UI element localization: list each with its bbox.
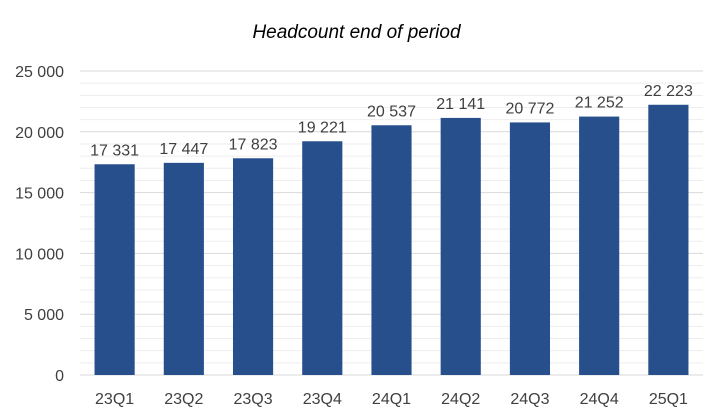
data-label-24Q1: 20 537: [367, 103, 416, 120]
x-tick-label-24Q3: 24Q3: [510, 391, 549, 408]
y-tick-label: 25 000: [15, 64, 64, 81]
data-label-24Q2: 21 141: [436, 96, 485, 113]
bar-25Q1: [648, 104, 689, 376]
y-tick-label: 10 000: [15, 246, 64, 263]
x-tick-label-24Q1: 24Q1: [372, 391, 411, 408]
bar-24Q2: [440, 117, 481, 375]
x-tick-label-23Q4: 23Q4: [303, 391, 342, 408]
y-tick-label: 5 000: [24, 307, 64, 324]
x-tick-label-24Q4: 24Q4: [580, 391, 619, 408]
y-tick-label: 20 000: [15, 125, 64, 142]
x-axis-ticks: 23Q1 23Q2 23Q3 23Q4 24Q1 24Q2 24Q3 24Q4 25Q1: [95, 391, 688, 408]
bar-24Q3: [509, 122, 551, 376]
y-axis-ticks: 0 5 000 10 000 15 000 20 000 25 000: [15, 64, 64, 385]
bar-24Q1: [371, 125, 412, 375]
x-tick-label-23Q3: 23Q3: [233, 391, 272, 408]
data-label-24Q4: 21 252: [575, 95, 624, 112]
data-label-23Q3: 17 823: [229, 136, 278, 153]
x-tick-label-23Q1: 23Q1: [95, 391, 134, 408]
data-label-25Q1: 22 223: [644, 83, 693, 100]
x-tick-label-25Q1: 25Q1: [649, 391, 688, 408]
chart-title: Headcount end of period: [252, 22, 461, 43]
x-tick-label-23Q2: 23Q2: [164, 391, 203, 408]
bar-24Q4: [579, 116, 620, 375]
data-labels: 17 331 17 447 17 823 19 221 20 537 21 141 20 7…: [90, 83, 693, 159]
bar-23Q2: [163, 162, 204, 375]
data-label-23Q1: 17 331: [90, 142, 139, 159]
bar-23Q4: [302, 141, 343, 375]
data-label-23Q2: 17 447: [159, 141, 208, 158]
bar-23Q3: [232, 158, 274, 375]
y-tick-label: 15 000: [15, 186, 64, 203]
bar-23Q1: [94, 164, 135, 375]
data-label-23Q4: 19 221: [298, 119, 347, 136]
y-tick-label: 0: [55, 368, 64, 385]
x-tick-label-24Q2: 24Q2: [441, 391, 480, 408]
bars: [94, 104, 689, 376]
data-label-24Q3: 20 772: [505, 100, 554, 117]
